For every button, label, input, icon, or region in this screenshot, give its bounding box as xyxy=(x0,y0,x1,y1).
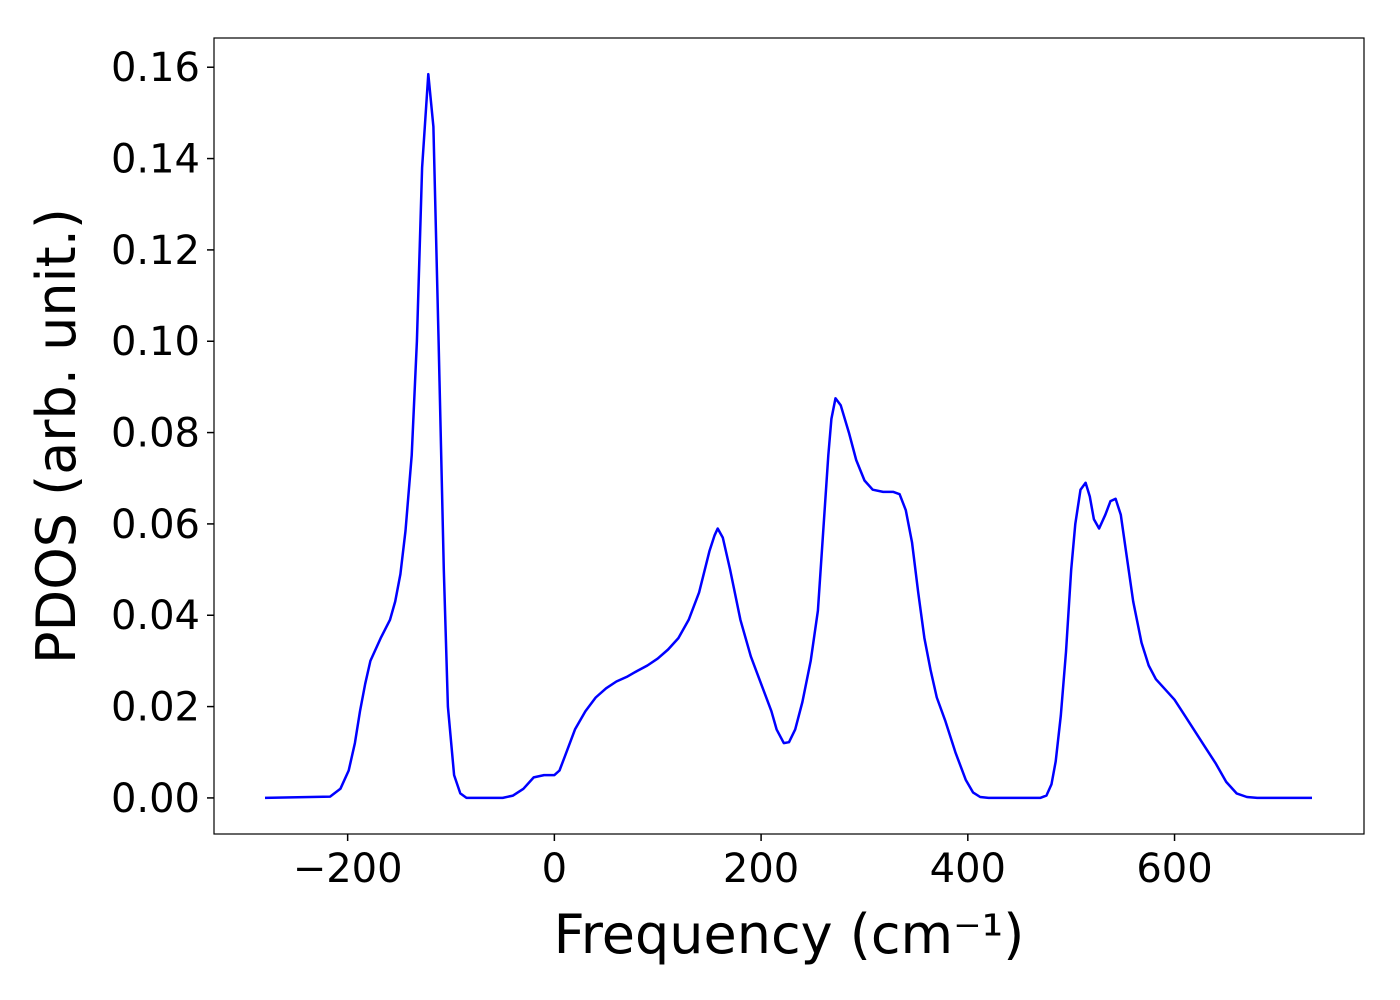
x-axis-label: Frequency (cm⁻¹) xyxy=(554,903,1025,966)
y-axis-label: PDOS (arb. unit.) xyxy=(25,208,88,664)
x-tick-label: −200 xyxy=(293,846,403,892)
x-tick-label: 0 xyxy=(542,846,567,892)
x-tick-label: 400 xyxy=(930,846,1006,892)
y-tick-label: 0.00 xyxy=(111,776,200,822)
y-tick-label: 0.04 xyxy=(111,593,200,639)
y-tick-label: 0.06 xyxy=(111,502,200,548)
y-tick-label: 0.02 xyxy=(111,685,200,731)
x-tick-label: 200 xyxy=(723,846,799,892)
y-tick-label: 0.10 xyxy=(111,319,200,365)
data-line xyxy=(264,72,1312,800)
y-tick-label: 0.08 xyxy=(111,411,200,457)
plot-frame xyxy=(213,37,1365,835)
y-tick-label: 0.16 xyxy=(111,45,200,91)
y-tick-label: 0.14 xyxy=(111,137,200,183)
y-tick-label: 0.12 xyxy=(111,228,200,274)
x-tick-label: 600 xyxy=(1136,846,1212,892)
